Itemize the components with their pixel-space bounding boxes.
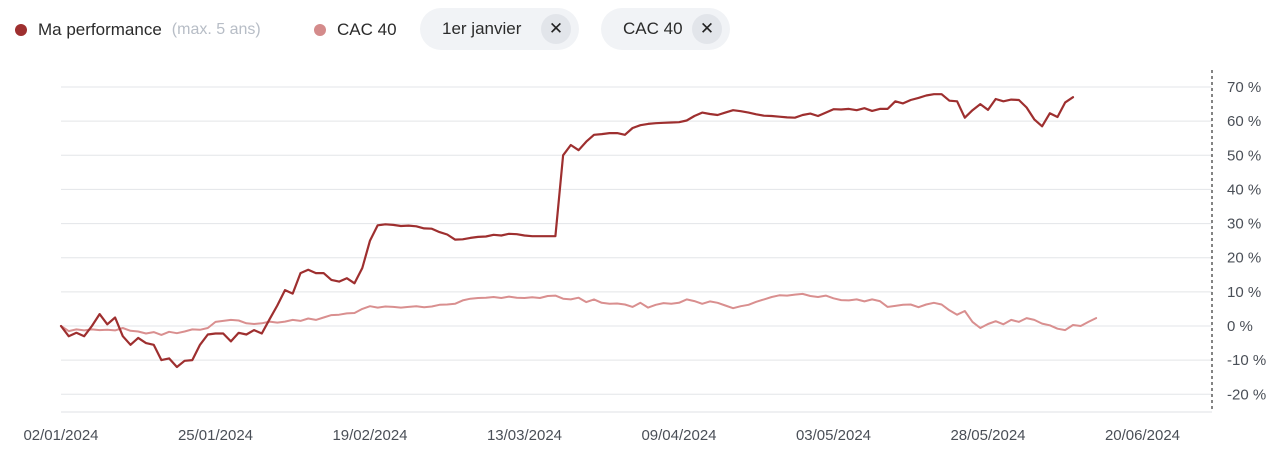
legend-label-performance: Ma performance bbox=[38, 20, 162, 39]
y-tick-label: -10 % bbox=[1227, 352, 1266, 369]
y-tick-label: 70 % bbox=[1227, 79, 1261, 96]
y-tick-label: 60 % bbox=[1227, 113, 1261, 130]
legend-item-cac[interactable]: CAC 40 bbox=[314, 19, 397, 41]
close-icon[interactable]: ✕ bbox=[541, 14, 571, 44]
y-tick-label: 20 % bbox=[1227, 250, 1261, 267]
legend-dot-performance bbox=[15, 24, 27, 36]
filter-chip-index[interactable]: CAC 40 ✕ bbox=[601, 8, 730, 50]
y-tick-label: 30 % bbox=[1227, 216, 1261, 233]
x-tick-label: 20/06/2024 bbox=[1105, 427, 1180, 444]
legend-dot-cac bbox=[314, 24, 326, 36]
y-tick-label: 50 % bbox=[1227, 147, 1261, 164]
filter-chip-index-label: CAC 40 bbox=[623, 19, 683, 38]
filter-chip-period[interactable]: 1er janvier ✕ bbox=[420, 8, 579, 50]
x-tick-label: 25/01/2024 bbox=[178, 427, 253, 444]
x-tick-label: 02/01/2024 bbox=[23, 427, 98, 444]
filter-chip-period-label: 1er janvier bbox=[442, 19, 522, 38]
series-line-cac bbox=[60, 292, 1098, 336]
legend-label-cac: CAC 40 bbox=[337, 20, 397, 39]
x-tick-label: 03/05/2024 bbox=[796, 427, 871, 444]
x-tick-label: 09/04/2024 bbox=[641, 427, 716, 444]
chart-legend: Ma performance (max. 5 ans) CAC 40 1er j… bbox=[0, 0, 1266, 60]
y-tick-label: 0 % bbox=[1227, 318, 1253, 335]
y-tick-label: 10 % bbox=[1227, 284, 1261, 301]
y-tick-label: 40 % bbox=[1227, 181, 1261, 198]
close-icon[interactable]: ✕ bbox=[692, 14, 722, 44]
legend-note-history: (max. 5 ans) bbox=[171, 21, 261, 38]
x-tick-label: 19/02/2024 bbox=[332, 427, 407, 444]
series-line-performance bbox=[59, 93, 1075, 369]
y-tick-label: -20 % bbox=[1227, 386, 1266, 403]
x-tick-label: 13/03/2024 bbox=[487, 427, 562, 444]
legend-item-performance[interactable]: Ma performance (max. 5 ans) bbox=[15, 19, 261, 41]
x-tick-label: 28/05/2024 bbox=[950, 427, 1025, 444]
